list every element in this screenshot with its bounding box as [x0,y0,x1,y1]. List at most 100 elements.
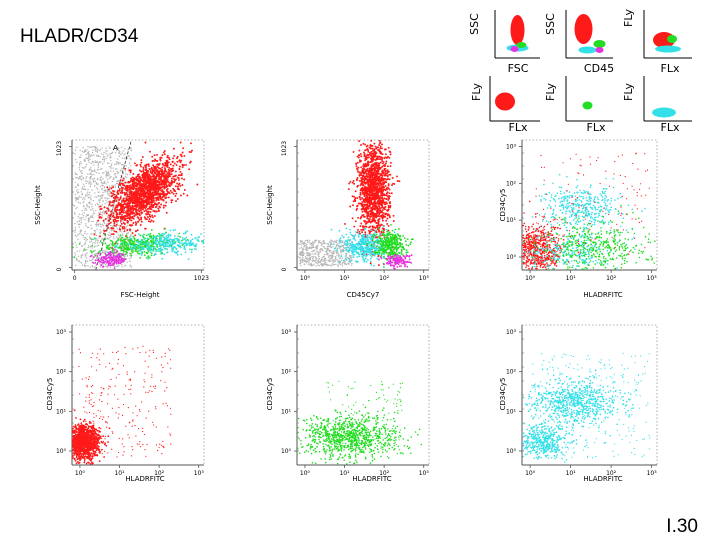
thumb-x-label: FLx [661,121,680,134]
blob-red [495,92,515,111]
y-tick-label: 10³ [506,144,517,151]
y-axis-label: CD34Cy5 [46,378,54,411]
scatter-plot: 10⁰ 10¹ 10² 10³ 0 1023 CD45Cy7 SSC-Height [266,139,430,299]
x-tick-label: 10⁰ [75,470,86,477]
thumb-x-label: FLx [661,62,680,75]
y-tick-label: 10² [56,369,67,376]
y-tick-label: 10³ [281,329,292,336]
x-tick-label: 10⁰ [300,470,311,477]
population-cyan-scatter [528,352,651,459]
x-tick-label: 10⁰ [300,275,311,282]
y-tick-label: 1023 [56,141,63,156]
population-green [523,204,656,271]
x-tick-label: 10¹ [566,275,577,282]
y-axis-label: CD34Cy5 [499,378,507,411]
y-axis-label: CD34Cy5 [266,378,274,411]
x-axis-label: HLADRFITC [352,475,391,483]
y-tick-label: 10¹ [281,408,292,415]
x-axis-label: HLADRFITC [583,475,622,483]
y-tick-label: 10¹ [506,408,517,415]
scatter-plot: 10⁰ 10¹ 10² 10³ 10⁰ 10¹ 10² 10³ HLADRFITC CD34Cy5 [266,324,430,483]
y-tick-label: 10² [506,369,517,376]
y-tick-label: 10¹ [56,408,67,415]
x-tick-label: 10¹ [114,470,125,477]
thumbnail-plot: CD45 SSC [544,10,614,75]
blob-red [510,15,525,45]
y-axis-label: SSC-Height [266,185,274,225]
thumbnail-plot: FLx FLy [622,76,692,134]
thumb-x-label: FSC [508,62,529,75]
gate-label: A [113,144,118,152]
thumb-y-label: FLy [622,9,635,27]
population-cyan [94,228,205,260]
x-tick-label: 10³ [194,470,205,477]
x-tick-label: 10² [379,470,390,477]
x-tick-label: 10² [379,275,390,282]
x-axis-label: HLADRFITC [583,291,622,299]
x-tick-label: 10³ [647,275,658,282]
blob-green [667,35,677,43]
blob-cyan [652,107,676,118]
population-cyan [330,225,396,267]
x-tick-label: 10³ [419,275,430,282]
x-axis-label: HLADRFITC [125,475,164,483]
population-green [366,224,414,268]
blob-green [516,42,527,48]
x-axis-label: FSC-Height [121,291,160,299]
y-tick-label: 10⁰ [506,254,517,261]
y-tick-label: 10⁰ [281,448,292,455]
thumb-y-label: SSC [468,13,481,35]
thumb-x-label: FLx [509,121,528,134]
x-tick-label: 10² [606,470,617,477]
thumbnail-plot: FSC SSC [468,10,540,75]
population-red [521,200,580,271]
population-green-scatter [324,380,403,459]
thumb-y-label: FLy [470,83,483,101]
y-axis-label: CD34Cy5 [499,189,507,222]
population-red-scatter [535,152,650,255]
thumb-x-label: CD45 [584,62,614,75]
x-tick-label: 0 [73,275,77,282]
x-tick-label: 10³ [419,470,430,477]
plot-frame [296,324,430,466]
y-tick-label: 0 [56,267,63,271]
slide-number: I.30 [666,516,698,537]
x-tick-label: 10² [154,470,165,477]
thumb-y-label: SSC [544,13,557,35]
population-red [344,139,401,267]
population-red-scatter [78,345,172,458]
population-cyan [522,368,637,448]
population-magenta [378,253,413,270]
population-magenta [89,249,127,269]
thumbnail-plot: FLx FLy [622,9,692,75]
x-tick-label: 10¹ [339,275,350,282]
thumb-y-label: FLy [622,83,635,101]
thumbnail-plot: FLx FLy [544,76,613,134]
thumb-y-label: FLy [544,83,557,101]
population-green [297,399,423,465]
x-tick-label: 10² [606,275,617,282]
blob-cyan [655,45,681,53]
y-tick-label: 10² [281,369,292,376]
thumb-x-label: FLx [587,121,606,134]
blob-green [582,101,593,110]
scatter-plot: 0 1023 0 1023 FSC-Height SSC-Height A [34,139,209,299]
population-cyan [531,173,646,239]
blob-magenta [595,47,604,53]
y-tick-label: 1023 [281,141,288,156]
blob-magenta [510,46,519,52]
blob-red [574,14,593,44]
y-tick-label: 0 [281,267,288,271]
x-tick-label: 1023 [194,275,209,282]
x-axis-label: CD45Cy7 [347,291,380,299]
x-tick-label: 10¹ [339,470,350,477]
y-tick-label: 10³ [56,329,67,336]
scatter-plot: 10⁰ 10¹ 10² 10³ 10⁰ 10¹ 10² 10³ HLADRFITC CD34Cy5 [46,324,205,483]
y-axis-label: SSC-Height [34,185,42,225]
y-tick-label: 10² [506,180,517,187]
scatter-plot: 10⁰ 10¹ 10² 10³ 10⁰ 10¹ 10² 10³ HLADRFITC CD34Cy5 [499,139,658,299]
population-gray [299,239,354,267]
population-cyan-low [522,415,582,463]
x-tick-label: 10³ [647,470,658,477]
